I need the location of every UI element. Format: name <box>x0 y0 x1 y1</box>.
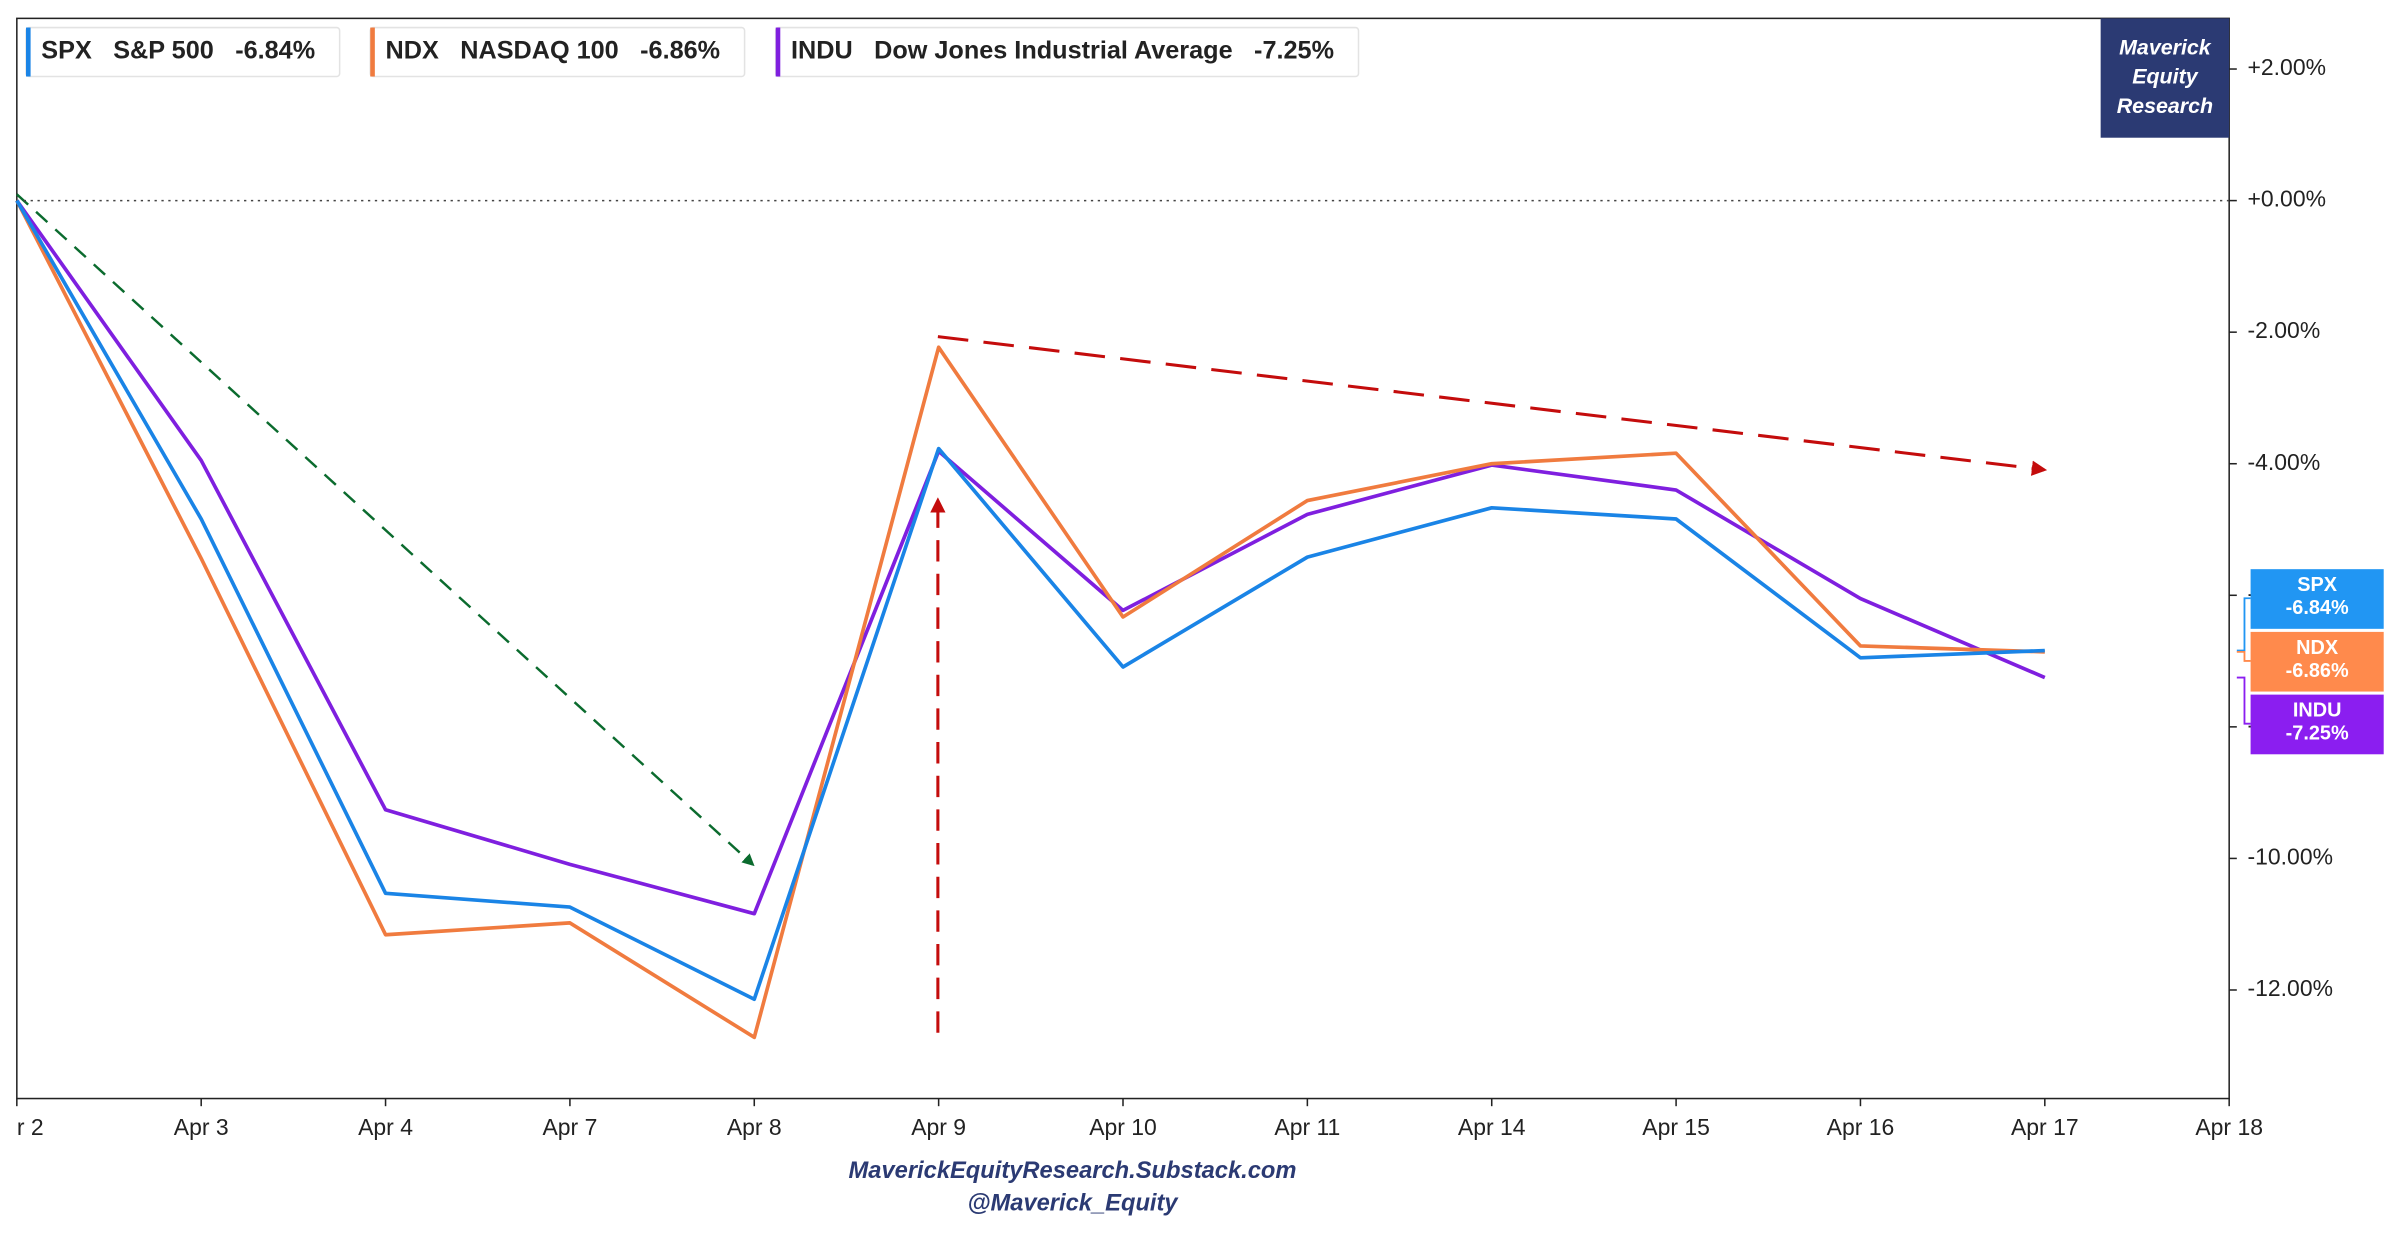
plot-frame <box>16 17 2230 1100</box>
legend-name: S&P 500 <box>113 37 214 65</box>
legend-symbol: NDX <box>386 37 439 65</box>
x-tick-label: Apr 3 <box>174 1114 229 1140</box>
legend-item: SPX S&P 500 -6.84% <box>25 26 341 78</box>
legend-item: NDX NASDAQ 100 -6.86% <box>369 26 746 78</box>
badge-symbol: SPX <box>2297 574 2338 596</box>
logo-text: Equity <box>2132 65 2199 89</box>
x-tick-label: Apr 16 <box>1827 1114 1895 1140</box>
legend-value: -6.86% <box>640 37 720 65</box>
series-line <box>15 199 2045 1002</box>
badge-connector <box>2236 650 2251 662</box>
y-tick-label: -4.00% <box>2248 449 2321 475</box>
y-tick-label: +0.00% <box>2248 186 2326 212</box>
badge-value: -7.25% <box>2286 723 2349 745</box>
footer: MaverickEquityResearch.Substack.com <box>849 1158 1297 1184</box>
legend-item: INDU Dow Jones Industrial Average -7.25% <box>774 26 1360 78</box>
legend-name: NASDAQ 100 <box>460 37 618 65</box>
series-line <box>15 199 2046 916</box>
logo-box <box>2100 18 2230 138</box>
trend-arrow <box>16 193 755 867</box>
x-tick-label: Apr 18 <box>2195 1114 2263 1140</box>
x-tick-label: Apr 17 <box>2011 1114 2079 1140</box>
logo-text: Research <box>2117 94 2213 118</box>
badge-symbol: NDX <box>2296 637 2339 659</box>
x-tick-label: Apr 8 <box>727 1114 782 1140</box>
x-tick-label: Apr 14 <box>1458 1114 1526 1140</box>
legend-swatch <box>775 27 781 77</box>
x-tick-label: r 2 <box>17 1114 44 1140</box>
x-tick-label: Apr 11 <box>1274 1114 1340 1140</box>
legend-swatch <box>370 27 375 77</box>
x-tick-label: Apr 4 <box>358 1114 413 1140</box>
y-tick-label: +2.00% <box>2248 54 2326 80</box>
badge-connector <box>2236 597 2251 652</box>
legend-value: -6.84% <box>235 37 315 65</box>
y-tick-label: -12.00% <box>2248 975 2333 1001</box>
y-tick-label: -2.00% <box>2248 317 2321 343</box>
y-tick-label: -10.00% <box>2248 843 2333 869</box>
badge-connector <box>2236 676 2251 725</box>
footer: @Maverick_Equity <box>967 1190 1179 1216</box>
badge <box>2250 694 2384 755</box>
badge-value: -6.84% <box>2286 597 2349 619</box>
badge-symbol: INDU <box>2293 700 2342 722</box>
legend-symbol: SPX <box>41 37 92 65</box>
x-tick-label: Apr 15 <box>1642 1114 1710 1140</box>
badge <box>2250 631 2384 692</box>
x-tick-label: Apr 7 <box>543 1114 598 1140</box>
trend-arrow <box>937 335 2048 476</box>
legend-name: Dow Jones Industrial Average <box>874 37 1233 65</box>
x-tick-label: Apr 10 <box>1089 1114 1157 1140</box>
legend-swatch <box>26 27 31 77</box>
series-line <box>15 199 2045 1040</box>
badge-value: -6.86% <box>2286 660 2349 682</box>
legend-symbol: INDU <box>791 37 853 65</box>
legend-value: -7.25% <box>1254 37 1334 65</box>
x-tick-label: Apr 9 <box>911 1114 966 1140</box>
badge <box>2250 569 2384 629</box>
legend-box <box>369 26 746 78</box>
logo-text: Maverick <box>2119 36 2212 60</box>
